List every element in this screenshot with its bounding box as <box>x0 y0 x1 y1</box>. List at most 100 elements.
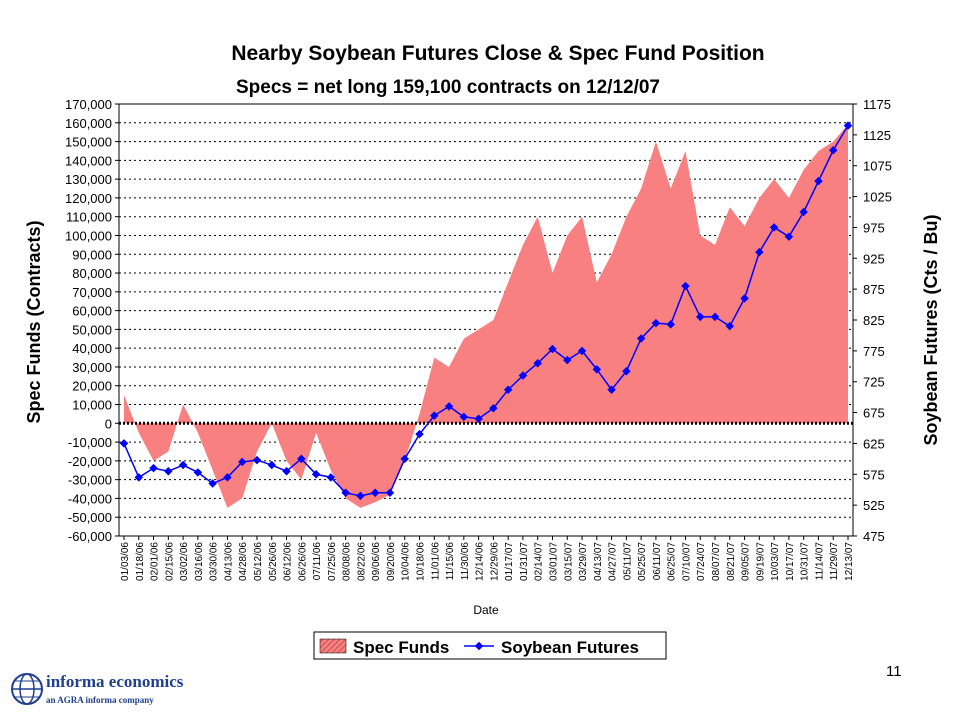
soybean-futures-point <box>622 366 631 376</box>
x-tick-label: 09/05/07 <box>741 542 752 581</box>
soybean-futures-point <box>651 318 661 328</box>
y-right-tick-label: 675 <box>863 406 885 421</box>
x-axis-label: Date <box>473 603 499 617</box>
x-tick-label: 06/26/06 <box>297 542 308 581</box>
y-left-tick-label: 30,000 <box>72 360 112 375</box>
x-tick-label: 09/20/06 <box>386 542 397 581</box>
y-left-tick-label: 80,000 <box>72 266 112 281</box>
soybean-futures-point <box>415 429 424 439</box>
x-tick-label: 07/25/06 <box>327 542 338 581</box>
soybean-futures-point <box>430 411 439 420</box>
y-left-tick-label: -20,000 <box>68 454 112 469</box>
x-tick-label: 06/12/06 <box>283 542 294 581</box>
x-axis: 01/03/06 01/18/06 02/01/06 02/15/06 03/02/06… <box>120 536 855 581</box>
y-right-tick-label: 875 <box>863 282 885 297</box>
soybean-futures-point <box>489 404 498 413</box>
x-tick-label: 01/03/06 <box>120 542 131 581</box>
soybean-futures-point <box>237 457 247 467</box>
soybean-futures-point <box>356 491 365 501</box>
page-number: 11 <box>886 663 902 680</box>
soybean-futures-point <box>666 320 675 329</box>
x-tick-label: 10/18/06 <box>416 542 427 581</box>
y-right-tick-label: 775 <box>863 344 885 359</box>
soybean-futures-point <box>341 488 350 498</box>
x-tick-label: 09/06/06 <box>371 542 382 581</box>
soybean-futures-point <box>119 439 129 448</box>
soybean-futures-point <box>252 455 262 465</box>
spec-funds-area <box>124 124 848 508</box>
x-tick-label: 07/24/07 <box>696 542 707 581</box>
y-right-tick-label: 725 <box>863 375 885 390</box>
soybean-futures-point <box>474 414 483 423</box>
x-tick-label: 06/25/07 <box>667 542 678 581</box>
y-left-tick-label: 10,000 <box>72 398 112 413</box>
y-left-tick-label: 70,000 <box>72 285 112 300</box>
soybean-futures-point <box>400 454 409 464</box>
legend: Spec Funds Soybean Futures <box>313 631 667 660</box>
x-tick-label: 12/13/07 <box>844 542 855 581</box>
y-axis-right-label: Soybean Futures (Cts / Bu) <box>921 214 941 445</box>
soybean-futures-point <box>193 468 203 477</box>
x-tick-label: 05/26/06 <box>268 542 279 581</box>
soybean-futures-point <box>710 312 720 322</box>
soybean-futures-point <box>607 385 616 394</box>
y-left-tick-label: 110,000 <box>66 210 112 225</box>
x-tick-label: 10/17/07 <box>785 542 796 581</box>
x-tick-label: 05/12/06 <box>253 542 264 581</box>
soybean-futures-point <box>518 371 528 380</box>
y-left-tick-label: 150,000 <box>65 135 112 150</box>
y-left-tick-label: 60,000 <box>72 304 112 319</box>
y-left-tick-label: -50,000 <box>68 510 112 525</box>
y-axis-left: 170,000 160,000 150,000 140,000 130,000 120,0… <box>65 97 119 544</box>
soybean-futures-point <box>503 385 513 394</box>
x-tick-label: 07/10/07 <box>681 542 692 581</box>
x-tick-label: 04/13/07 <box>593 542 604 581</box>
x-tick-label: 12/14/06 <box>475 542 486 581</box>
x-tick-label: 01/17/07 <box>504 542 515 581</box>
x-tick-label: 08/22/06 <box>356 542 367 581</box>
y-right-tick-label: 1075 <box>863 159 892 174</box>
y-left-tick-label: 0 <box>105 416 112 431</box>
x-tick-label: 01/31/07 <box>519 542 530 581</box>
y-left-tick-label: 170,000 <box>65 97 112 112</box>
soybean-futures-point <box>326 473 336 482</box>
soybean-futures-point <box>459 412 469 422</box>
soybean-futures-point <box>208 479 217 488</box>
y-axis-left-label: Spec Funds (Contracts) <box>24 220 44 423</box>
x-tick-label: 02/15/06 <box>164 542 175 581</box>
legend-soybean-label: Soybean Futures <box>501 638 639 657</box>
y-right-tick-label: 1125 <box>863 128 891 143</box>
x-tick-label: 08/07/07 <box>711 542 722 581</box>
y-left-tick-label: -10,000 <box>68 435 112 450</box>
x-tick-label: 06/11/07 <box>652 542 663 581</box>
soybean-futures-point <box>134 473 144 482</box>
x-tick-label: 11/15/06 <box>445 542 456 581</box>
soybean-futures-point <box>444 402 454 411</box>
soybean-futures-point <box>164 466 173 476</box>
x-tick-label: 08/21/07 <box>726 542 737 581</box>
x-tick-label: 03/02/06 <box>179 542 190 581</box>
legend-spec-funds-label: Spec Funds <box>353 638 449 657</box>
x-tick-label: 10/04/06 <box>401 542 412 581</box>
informa-economics-logo: informa economics an AGRA informa compan… <box>8 668 184 712</box>
chart-title: Nearby Soybean Futures Close & Spec Fund… <box>231 42 764 65</box>
logo-subtitle: an AGRA informa company <box>46 695 154 705</box>
soybean-futures-point <box>178 460 188 470</box>
x-tick-label: 02/14/07 <box>534 542 545 581</box>
x-tick-label: 03/29/07 <box>578 542 589 581</box>
soybean-futures-point <box>311 470 321 479</box>
x-tick-label: 11/01/06 <box>430 542 441 581</box>
x-tick-label: 04/13/06 <box>223 542 234 581</box>
y-left-tick-label: -40,000 <box>68 491 112 506</box>
soybean-futures-point <box>696 312 705 322</box>
x-tick-label: 03/15/07 <box>563 542 574 581</box>
chart: Nearby Soybean Futures Close & Spec Fund… <box>24 42 941 660</box>
y-right-tick-label: 825 <box>863 313 885 328</box>
x-tick-label: 12/29/06 <box>489 542 500 581</box>
legend-soybean-marker <box>474 641 484 651</box>
y-left-tick-label: 100,000 <box>65 228 112 243</box>
x-tick-label: 03/16/06 <box>194 542 205 581</box>
y-right-tick-label: 1025 <box>863 190 892 205</box>
soybean-futures-line <box>119 121 853 501</box>
x-tick-label: 01/18/06 <box>135 542 146 581</box>
